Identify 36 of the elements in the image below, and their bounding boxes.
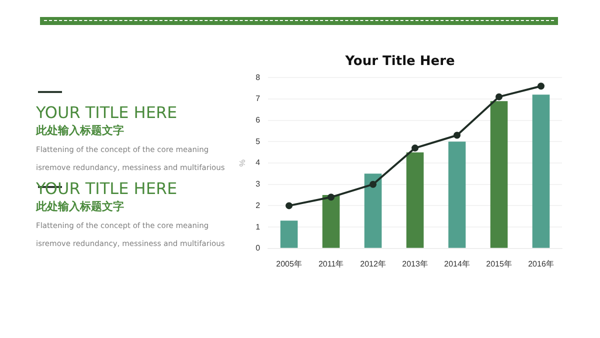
point (538, 82, 545, 90)
y-tick-label: 5 (256, 136, 261, 146)
y-tick-label: 2 (256, 200, 261, 210)
x-tick-label: 2015年 (486, 259, 512, 268)
y-tick-label: 3 (256, 180, 261, 189)
bar (322, 195, 340, 248)
x-tick-label: 2013年 (402, 259, 428, 268)
bar (364, 174, 382, 248)
y-tick-label: 8 (256, 72, 261, 82)
point (454, 132, 461, 139)
text: YOUR TITLE HERE (36, 179, 178, 199)
y-tick-label: 4 (256, 158, 261, 168)
y-tick-label: 0 (256, 244, 261, 253)
text: 此处输入标题文字 (36, 199, 125, 215)
point (412, 144, 419, 152)
bar (448, 142, 466, 248)
point (328, 194, 335, 201)
text: YOUR TITLE HERE (36, 103, 178, 123)
x-tick-label: 2014年 (444, 259, 470, 268)
bar (280, 220, 298, 248)
chart-title: Your Title Here (344, 54, 455, 70)
text: 此处输入标题文字 (36, 123, 125, 139)
point (496, 93, 503, 100)
y-tick-label: 7 (256, 94, 261, 104)
bar (532, 94, 550, 248)
y-axis-title: % (238, 159, 248, 167)
x-tick-label: 2012年 (360, 259, 386, 268)
y-tick-label: 1 (256, 222, 261, 232)
x-tick-label: 2016年 (528, 259, 554, 268)
bar (490, 101, 508, 248)
x-tick-label: 2011年 (318, 259, 344, 268)
point (370, 180, 377, 188)
y-tick-label: 6 (256, 116, 261, 125)
x-tick-label: 2005年 (276, 259, 302, 268)
point (286, 202, 293, 210)
bar (406, 152, 424, 248)
